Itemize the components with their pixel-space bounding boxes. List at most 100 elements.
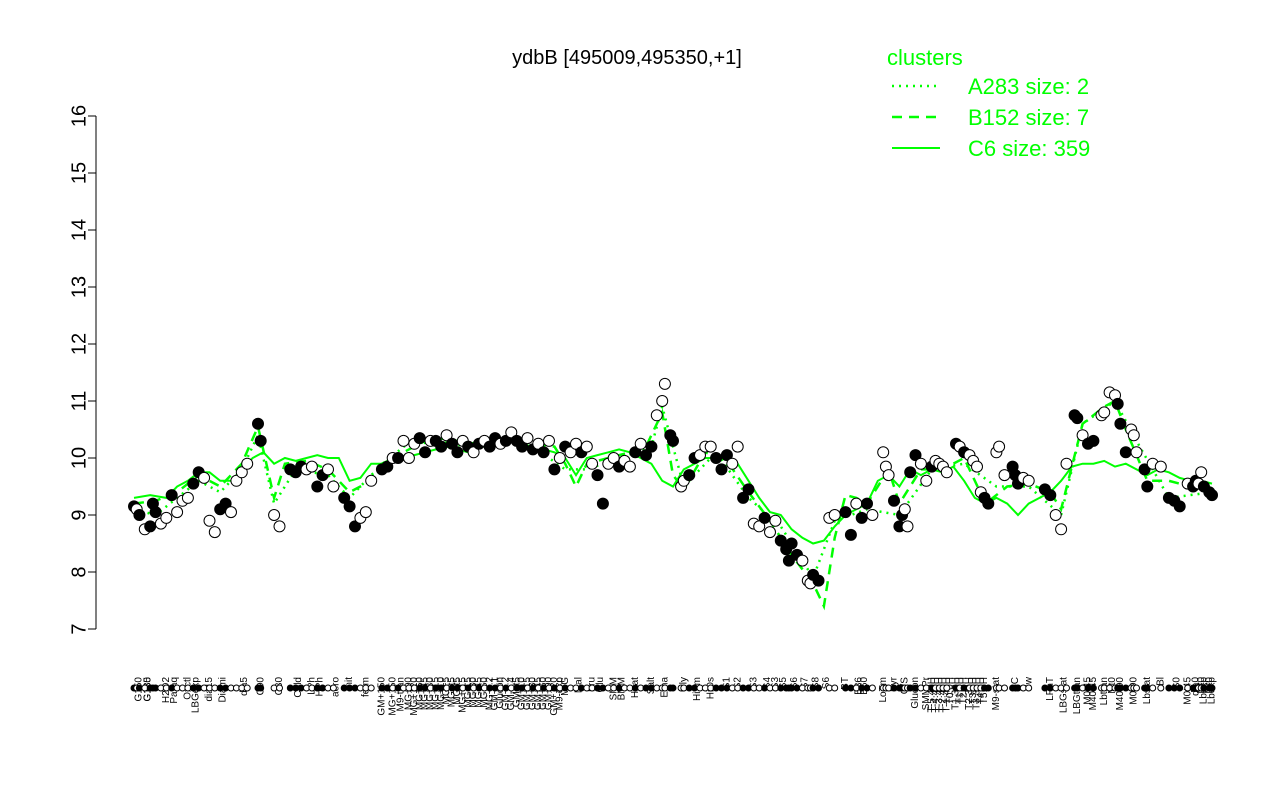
data-point	[149, 506, 162, 519]
data-point	[774, 534, 787, 547]
y-tick-label: 13	[68, 276, 90, 298]
data-point	[1173, 500, 1186, 513]
data-point	[731, 440, 744, 453]
data-point	[1060, 457, 1073, 470]
y-tick-label: 14	[68, 219, 90, 241]
y-tick-label: 15	[68, 162, 90, 184]
x-tick-label: T-1.40H	[941, 677, 952, 713]
data-point	[782, 554, 795, 567]
data-point	[720, 449, 733, 462]
data-point	[877, 446, 890, 459]
data-point	[359, 506, 372, 519]
y-tick-label: 12	[68, 333, 90, 355]
x-tick-label: M9-stat	[991, 677, 1002, 711]
data-point	[1076, 429, 1089, 442]
x-tick-label: GM+150	[377, 677, 388, 716]
rug-marker	[276, 684, 283, 692]
x-tick-label: S8	[810, 677, 821, 690]
x-tick-label: T1.30H	[951, 677, 962, 710]
data-point	[909, 449, 922, 462]
x-tick-label: S0	[1172, 677, 1183, 690]
data-point	[982, 497, 995, 510]
data-point	[882, 469, 895, 482]
data-point	[467, 446, 480, 459]
x-tick-label: LBGtran	[1072, 677, 1083, 714]
legend: clusters A283 size: 2 B152 size: 7 C6 size…	[887, 45, 1090, 161]
x-tick-label: GM-0.2	[501, 677, 512, 711]
x-tick-label: MG+150	[387, 677, 398, 716]
data-point	[694, 449, 706, 462]
data-point	[758, 511, 771, 524]
x-tick-label: Glucon	[495, 677, 506, 709]
x-tick-label: T0.0H	[945, 677, 956, 704]
x-tick-label: MG+90	[404, 677, 415, 711]
x-tick-label: S2	[732, 677, 743, 690]
rug-marker	[669, 684, 677, 692]
data-point	[715, 463, 728, 476]
data-point	[634, 437, 647, 450]
data-point	[521, 432, 534, 445]
data-point	[591, 469, 604, 482]
data-points	[128, 377, 1218, 590]
x-tick-label: LBGstat	[1058, 677, 1069, 713]
x-axis: G150G135G180H2O2ParaqOxctlLBGexpdia15Dia…	[134, 676, 1218, 715]
y-tick-label: 9	[68, 509, 90, 520]
data-point	[198, 471, 211, 484]
data-point	[402, 452, 415, 464]
data-point	[322, 463, 334, 476]
data-point	[241, 457, 254, 470]
data-point	[861, 497, 873, 510]
data-point	[596, 497, 609, 510]
x-rug-markers	[130, 684, 1216, 692]
x-tick-label: M9-tran	[395, 677, 406, 711]
data-point	[764, 526, 776, 539]
x-tick-label: T-3.40H	[934, 677, 945, 713]
x-tick-label: Pyr	[889, 676, 900, 692]
x-tick-label: BT	[840, 677, 851, 690]
data-point	[914, 457, 927, 470]
x-tick-label: Bl	[1155, 677, 1166, 686]
data-point	[1114, 417, 1127, 430]
data-point	[828, 509, 841, 521]
data-point	[440, 429, 453, 442]
rug-marker	[868, 684, 876, 692]
data-point	[338, 491, 351, 504]
rug-marker	[815, 684, 822, 692]
data-point	[607, 452, 620, 464]
x-tick-label: MG-15	[463, 677, 474, 708]
data-point	[993, 440, 1006, 453]
data-point	[171, 506, 184, 519]
x-tick-label: S7	[800, 677, 811, 690]
data-point	[667, 434, 679, 447]
legend-title: clusters	[887, 45, 963, 70]
data-point	[844, 528, 857, 541]
data-point	[327, 480, 340, 493]
data-point	[435, 440, 448, 453]
x-tick-label: nit	[344, 677, 355, 688]
data-point	[785, 537, 798, 550]
data-point	[235, 466, 248, 479]
x-tick-label: GM+t5	[511, 677, 522, 708]
data-point	[1044, 489, 1057, 502]
y-tick-label: 11	[68, 391, 90, 412]
x-tick-label: GM+15	[522, 677, 533, 711]
data-point	[392, 452, 405, 464]
rug-marker	[1133, 684, 1140, 692]
rug-marker	[1063, 684, 1070, 692]
data-point	[580, 440, 593, 453]
legend-label: C6 size: 359	[968, 136, 1090, 161]
x-tick-label: M40t90	[1115, 677, 1126, 711]
legend-label: A283 size: 2	[968, 74, 1089, 99]
data-point	[268, 509, 281, 521]
x-tick-label: MG+45	[420, 677, 431, 711]
data-point	[397, 434, 410, 447]
data-point	[1138, 463, 1151, 476]
x-tick-label: S1	[722, 677, 733, 690]
rug-marker	[1089, 684, 1097, 692]
data-point	[1098, 406, 1111, 419]
data-point	[451, 446, 464, 459]
data-point	[505, 426, 518, 439]
rug-marker	[1176, 684, 1184, 692]
rug-marker	[257, 684, 265, 692]
